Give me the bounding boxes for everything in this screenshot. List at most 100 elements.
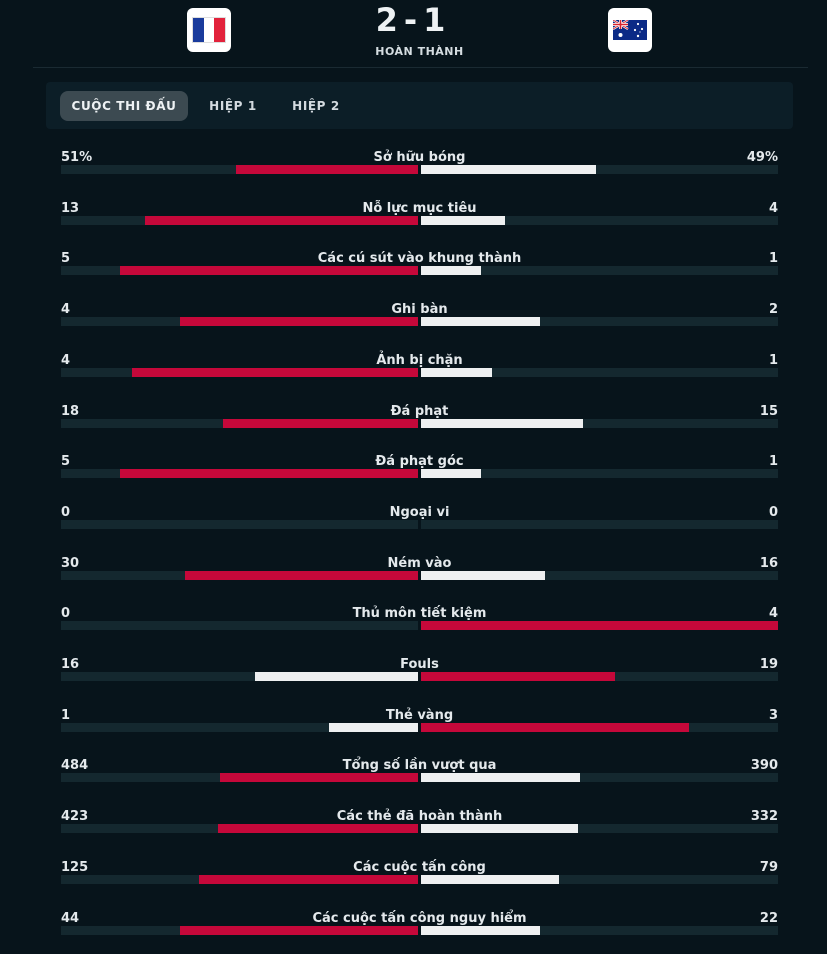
away-stat-value: 49%	[746, 150, 778, 165]
away-bar-track	[421, 621, 778, 631]
stat-row: 44 Các cuộc tấn công nguy hiểm 22	[61, 911, 778, 951]
australia-flag-icon	[613, 20, 647, 40]
stat-row: 16 Fouls 19	[61, 657, 778, 697]
home-stat-value: 18	[61, 403, 80, 419]
stat-row: 5 Các cú sút vào khung thành 1	[61, 251, 778, 291]
tab-first-half[interactable]: HIỆP 1	[209, 99, 257, 113]
stat-label: Đá phạt góc	[375, 454, 464, 470]
home-bar-fill	[145, 215, 418, 225]
stat-row: 18 Đá phạt 15	[61, 404, 778, 444]
stat-label: Ngoại vi	[389, 504, 450, 520]
home-bar-fill	[180, 925, 418, 935]
home-stat-value: 484	[61, 758, 89, 774]
stat-row: 1 Thẻ vàng 3	[61, 708, 778, 748]
home-bar-fill	[255, 672, 418, 681]
home-stat-value: 5	[61, 251, 71, 267]
away-bar-fill	[421, 418, 583, 428]
stat-row: 51% Sở hữu bóng 49%	[61, 150, 778, 190]
home-bar-fill	[180, 317, 418, 327]
away-bar-fill	[421, 722, 689, 732]
away-bar-fill	[421, 570, 545, 580]
away-stat-value: 3	[768, 707, 778, 723]
home-stat-value: 423	[61, 809, 89, 825]
stat-row: 4 Ảnh bị chặn 1	[61, 353, 778, 393]
away-stat-value: 332	[750, 809, 778, 825]
tab-second-half[interactable]: HIỆP 2	[292, 99, 340, 113]
home-bar-track	[61, 266, 418, 276]
stat-label: Các thẻ đã hoàn thành	[336, 809, 503, 825]
away-bar-track	[421, 519, 778, 529]
away-bar-track	[421, 317, 778, 327]
home-bar-track	[61, 367, 418, 377]
home-bar-track	[61, 165, 418, 174]
away-stat-value: 0	[768, 504, 778, 520]
away-team-badge[interactable]	[608, 8, 652, 52]
away-stat-value: 22	[759, 910, 778, 926]
stat-row: 4 Ghi bàn 2	[61, 302, 778, 342]
stat-row: 30 Ném vào 16	[61, 556, 778, 596]
home-bar-track	[61, 519, 418, 529]
stat-row: 0 Ngoại vi 0	[61, 505, 778, 545]
away-stat-value: 16	[759, 555, 778, 571]
away-bar-track	[421, 418, 778, 428]
stat-label: Thủ môn tiết kiệm	[352, 606, 487, 622]
away-stat-value: 1	[768, 251, 778, 267]
away-bar-track	[421, 722, 778, 732]
stat-label: Tổng số lần vượt qua	[342, 758, 497, 774]
away-bar-track	[421, 165, 778, 174]
home-stat-value: 4	[61, 302, 71, 318]
home-bar-track	[61, 722, 418, 732]
stat-row: 423 Các thẻ đã hoàn thành 332	[61, 809, 778, 849]
home-stat-value: 0	[61, 606, 71, 622]
away-stat-value: 4	[768, 200, 778, 216]
france-flag-icon	[192, 17, 226, 43]
home-bar-track	[61, 925, 418, 935]
home-stat-value: 125	[61, 859, 89, 875]
away-stat-value: 1	[768, 454, 778, 470]
match-score: 2-1	[375, 1, 452, 39]
home-bar-fill	[199, 874, 418, 884]
home-bar-track	[61, 672, 418, 681]
home-bar-track	[61, 621, 418, 631]
away-bar-fill	[421, 367, 492, 377]
home-bar-track	[61, 469, 418, 479]
away-stat-value: 15	[759, 403, 778, 419]
away-bar-fill	[421, 874, 559, 884]
away-bar-track	[421, 266, 778, 276]
home-bar-fill	[120, 469, 418, 479]
home-stat-value: 30	[61, 555, 80, 571]
away-bar-fill	[421, 317, 540, 327]
away-bar-track	[421, 773, 778, 783]
home-bar-fill	[185, 570, 418, 580]
away-bar-fill	[421, 215, 505, 225]
away-bar-fill	[421, 165, 596, 174]
home-stat-value: 16	[61, 657, 80, 672]
stat-row: 13 Nỗ lực mục tiêu 4	[61, 201, 778, 241]
header-divider	[33, 67, 808, 68]
home-bar-fill	[220, 773, 418, 783]
tab-full-match[interactable]: CUỘC THI ĐẤU	[60, 91, 188, 121]
stat-label: Thẻ vàng	[385, 707, 454, 723]
away-stat-value: 79	[759, 859, 778, 875]
home-bar-track	[61, 824, 418, 834]
stat-row: 0 Thủ môn tiết kiệm 4	[61, 606, 778, 646]
home-stat-value: 1	[61, 707, 71, 723]
home-stat-value: 5	[61, 454, 71, 470]
home-bar-track	[61, 215, 418, 225]
home-team-badge[interactable]	[187, 8, 231, 52]
home-bar-fill	[132, 367, 418, 377]
home-bar-track	[61, 773, 418, 783]
home-bar-fill	[329, 722, 418, 732]
home-stat-value: 13	[61, 200, 80, 216]
stat-label: Nỗ lực mục tiêu	[362, 200, 477, 216]
away-bar-fill	[421, 773, 580, 783]
stat-label: Sở hữu bóng	[373, 150, 466, 165]
home-bar-fill	[236, 165, 418, 174]
home-bar-track	[61, 570, 418, 580]
away-bar-fill	[421, 824, 578, 834]
away-bar-track	[421, 925, 778, 935]
away-bar-fill	[421, 672, 615, 681]
stat-label: Fouls	[400, 657, 439, 672]
home-bar-fill	[223, 418, 418, 428]
away-bar-track	[421, 469, 778, 479]
